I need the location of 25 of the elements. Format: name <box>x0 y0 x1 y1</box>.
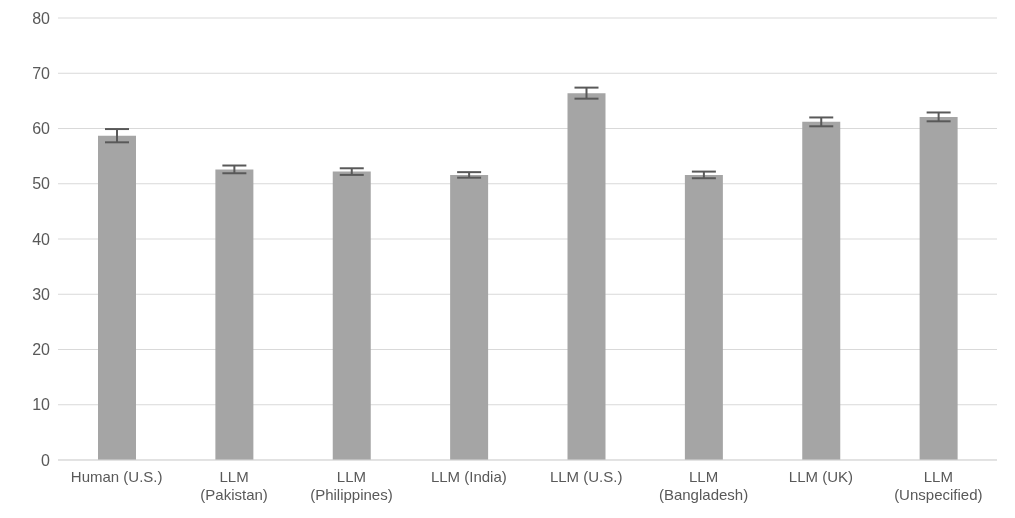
x-tick-label: LLM (Bangladesh) <box>658 468 749 503</box>
x-tick-label: LLM (Pakistan) <box>200 468 268 503</box>
bar <box>684 174 723 460</box>
x-tick-label: Human (U.S.) <box>70 468 163 485</box>
x-tick-label: LLM (India) <box>430 468 507 485</box>
x-tick-label: LLM (Unspecified) <box>894 468 983 503</box>
bar <box>919 116 958 460</box>
y-tick-label: 80 <box>32 9 51 27</box>
y-tick-label: 70 <box>32 64 51 82</box>
x-tick-label: LLM (UK) <box>788 468 854 485</box>
x-tick-label: LLM (Philippines) <box>310 468 393 503</box>
bar <box>802 121 841 460</box>
bar <box>450 174 489 460</box>
y-tick-label: 10 <box>32 396 51 414</box>
y-tick-label: 50 <box>32 175 51 193</box>
bar <box>98 135 136 460</box>
y-tick-label: 20 <box>32 341 51 359</box>
y-tick-label: 0 <box>41 451 51 469</box>
y-tick-label: 60 <box>32 120 51 138</box>
bar <box>215 169 254 460</box>
y-tick-label: 40 <box>32 230 51 248</box>
bar <box>567 93 606 460</box>
x-tick-label: LLM (U.S.) <box>549 468 623 485</box>
y-tick-label: 30 <box>32 285 51 303</box>
bar <box>332 171 371 460</box>
